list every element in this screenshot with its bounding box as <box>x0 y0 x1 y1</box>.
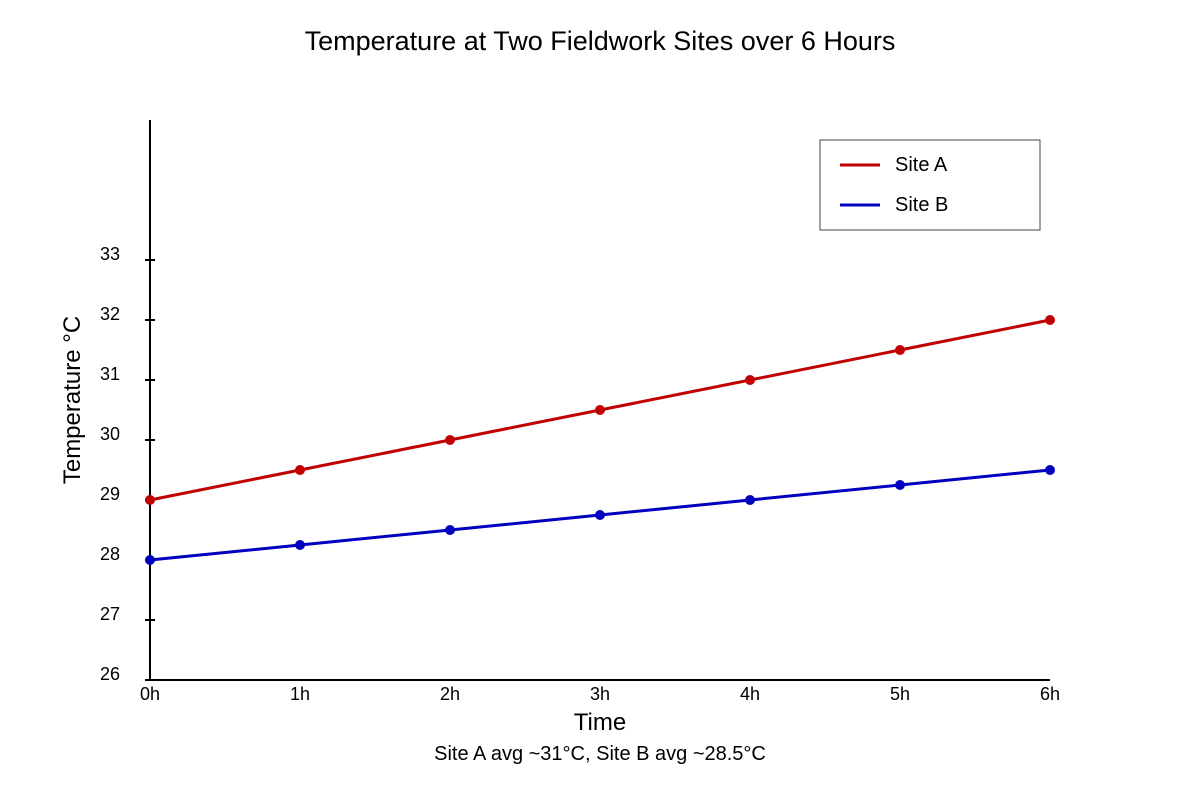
x-tick-label: 0h <box>140 684 160 704</box>
data-point-site-b <box>145 555 155 565</box>
data-point-site-a <box>295 465 305 475</box>
data-point-site-a <box>595 405 605 415</box>
y-tick-label: 26 <box>100 664 120 684</box>
x-ticks: 0h 1h 2h 3h 4h 5h 6h <box>140 684 1060 704</box>
chart-caption: Site A avg ~31°C, Site B avg ~28.5°C <box>434 743 766 765</box>
x-axis-label: Time <box>574 709 626 736</box>
data-point-site-b <box>1045 465 1055 475</box>
x-tick-label: 2h <box>440 684 460 704</box>
y-tick-label: 27 <box>100 604 120 624</box>
data-point-site-b <box>445 525 455 535</box>
y-axis-label: Temperature °C <box>59 316 86 484</box>
y-tick-label: 29 <box>100 484 120 504</box>
y-tick-label: 31 <box>100 364 120 384</box>
data-point-site-a <box>1045 315 1055 325</box>
axes <box>149 120 1050 681</box>
data-point-site-a <box>745 375 755 385</box>
data-point-site-b <box>295 540 305 550</box>
data-point-site-a <box>445 435 455 445</box>
y-tick-label: 32 <box>100 304 120 324</box>
x-tick-label: 5h <box>890 684 910 704</box>
data-point-site-a <box>895 345 905 355</box>
legend-label-site-a: Site A <box>895 154 948 176</box>
data-point-site-b <box>895 480 905 490</box>
series-layer <box>145 315 1055 565</box>
data-point-site-b <box>745 495 755 505</box>
x-tick-label: 4h <box>740 684 760 704</box>
chart-title: Temperature at Two Fieldwork Sites over … <box>305 26 896 56</box>
legend-box <box>819 139 1041 231</box>
legend: Site A Site B <box>819 139 1041 231</box>
y-tick-label: 28 <box>100 544 120 564</box>
x-tick-label: 1h <box>290 684 310 704</box>
data-point-site-b <box>595 510 605 520</box>
data-point-site-a <box>145 495 155 505</box>
x-tick-label: 6h <box>1040 684 1060 704</box>
y-ticks: 26 27 28 29 30 31 32 33 <box>100 244 155 684</box>
legend-label-site-b: Site B <box>895 194 948 216</box>
y-tick-label: 30 <box>100 424 120 444</box>
y-tick-label: 33 <box>100 244 120 264</box>
x-tick-label: 3h <box>590 684 610 704</box>
